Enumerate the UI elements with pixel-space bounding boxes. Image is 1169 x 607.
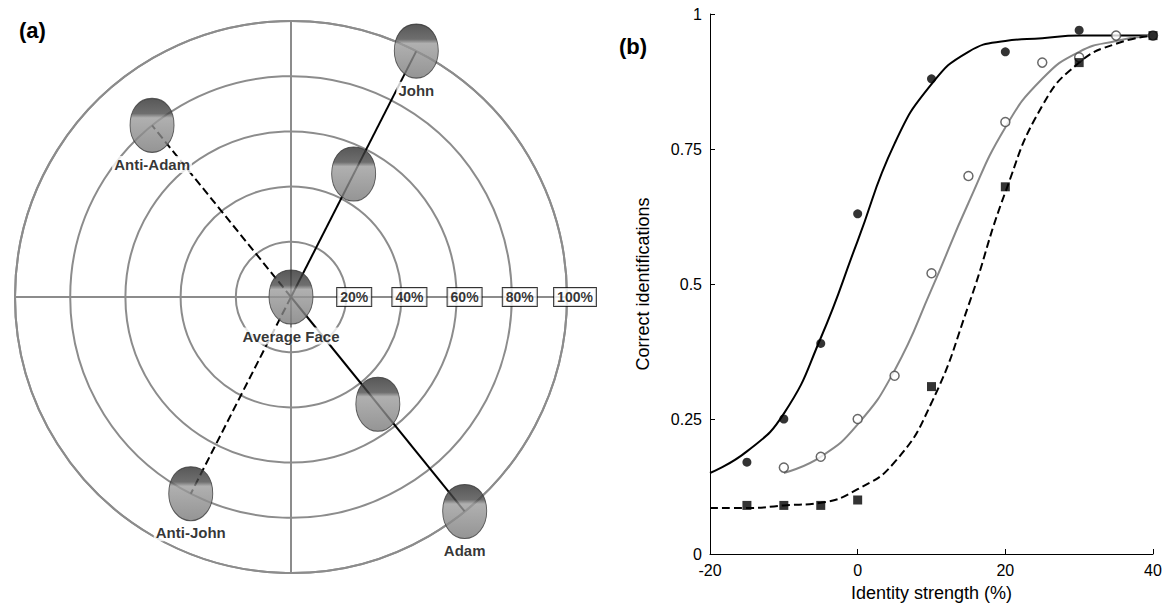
svg-text:0: 0: [853, 562, 862, 579]
svg-text:Correct identifications: Correct identifications: [633, 197, 653, 370]
svg-text:-20: -20: [698, 562, 721, 579]
svg-text:Identity strength (%): Identity strength (%): [851, 583, 1012, 603]
svg-text:0.5: 0.5: [680, 276, 702, 293]
svg-text:60%: 60%: [451, 289, 480, 305]
svg-text:0: 0: [693, 546, 702, 563]
svg-text:(a): (a): [19, 18, 46, 43]
svg-text:20: 20: [996, 562, 1014, 579]
svg-text:100%: 100%: [557, 289, 593, 305]
svg-text:Average Face: Average Face: [242, 328, 339, 345]
svg-text:Anti-John: Anti-John: [156, 524, 226, 541]
svg-text:0.25: 0.25: [671, 411, 702, 428]
svg-text:John: John: [398, 82, 434, 99]
svg-text:40: 40: [1144, 562, 1162, 579]
svg-text:Adam: Adam: [444, 542, 486, 559]
svg-text:(b): (b): [619, 34, 647, 59]
svg-text:Anti-Adam: Anti-Adam: [114, 156, 190, 173]
svg-text:80%: 80%: [506, 289, 535, 305]
svg-text:0.75: 0.75: [671, 141, 702, 158]
svg-text:40%: 40%: [395, 289, 424, 305]
svg-text:20%: 20%: [340, 289, 369, 305]
svg-text:1: 1: [693, 6, 702, 23]
